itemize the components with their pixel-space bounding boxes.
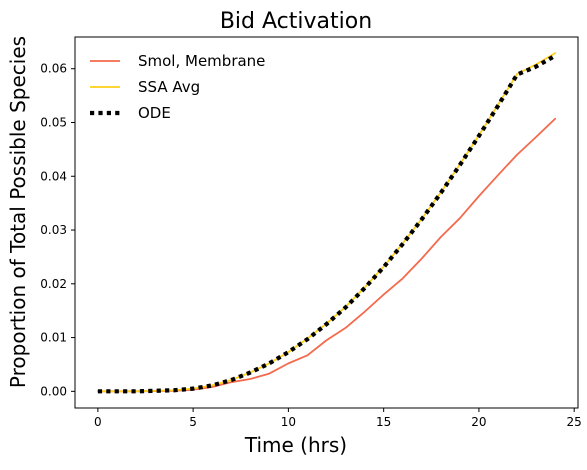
- x-tick-label-4: 20: [471, 415, 486, 429]
- legend: Smol, Membrane SSA Avg ODE: [90, 52, 265, 122]
- series-line-2: [97, 53, 557, 394]
- y-tick-label-4: 0.04: [40, 169, 67, 183]
- y-tick-label-0: 0.00: [40, 384, 67, 398]
- legend-label-0: Smol, Membrane: [138, 52, 265, 70]
- x-axis-label: Time (hrs): [244, 433, 347, 457]
- legend-label-2: ODE: [138, 104, 171, 122]
- y-tick-label-6: 0.06: [40, 62, 67, 76]
- x-tick-label-5: 25: [567, 415, 582, 429]
- x-tick-label-1: 5: [189, 415, 197, 429]
- y-tick-label-1: 0.01: [40, 331, 67, 345]
- y-axis-label: Proportion of Total Possible Species: [6, 36, 30, 388]
- x-tick-label-0: 0: [94, 415, 102, 429]
- chart-title: Bid Activation: [220, 9, 372, 34]
- axis-layer: 0 5 10 15 20 25 0.00 0.01 0.02 0.03 0.04 0.05 0.06: [40, 36, 582, 429]
- legend-label-1: SSA Avg: [138, 78, 200, 96]
- y-tick-label-5: 0.05: [40, 115, 67, 129]
- series-line-0: [96, 117, 557, 393]
- y-tick-label-3: 0.03: [40, 223, 67, 237]
- x-tick-label-2: 10: [281, 415, 296, 429]
- series-layer: [96, 52, 557, 394]
- plot-frame: [74, 36, 579, 409]
- x-tick-label-3: 15: [376, 415, 391, 429]
- y-tick-label-2: 0.02: [40, 277, 67, 291]
